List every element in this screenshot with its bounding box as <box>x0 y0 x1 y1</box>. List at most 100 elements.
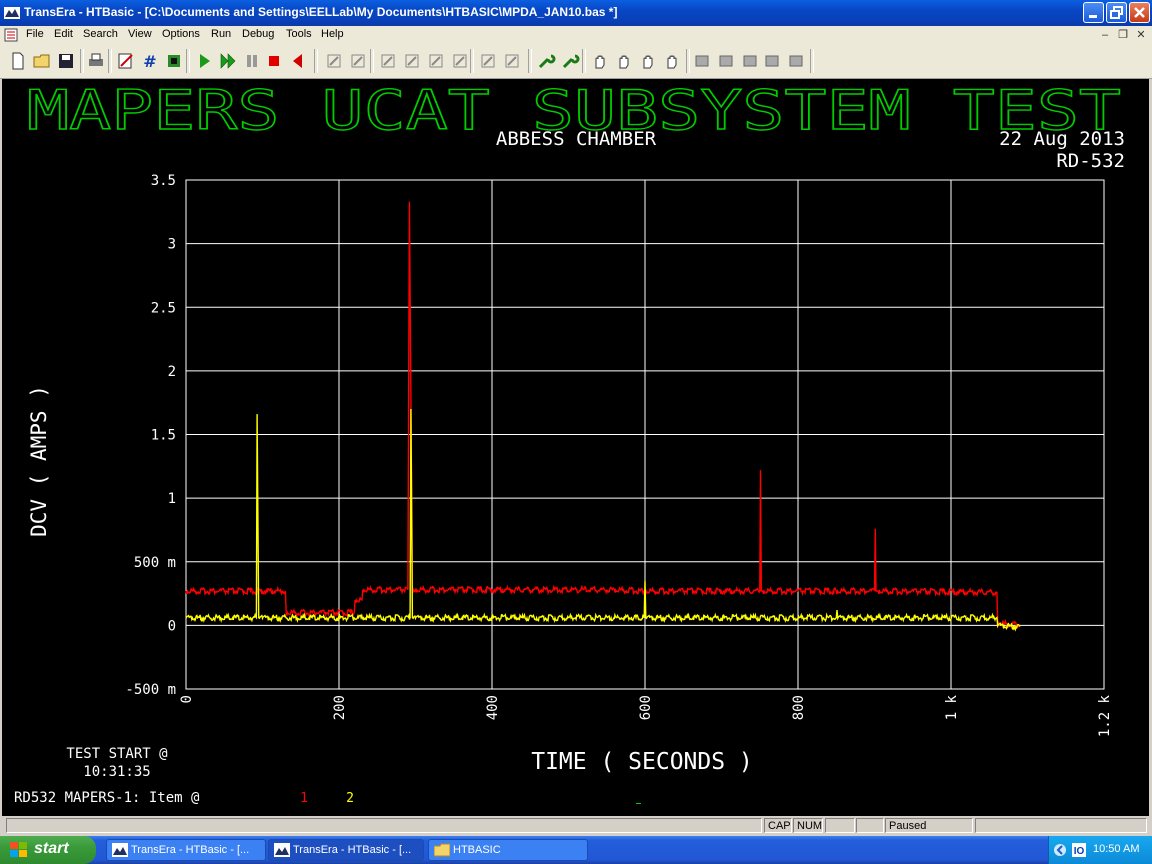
plot-series <box>186 202 1020 629</box>
check-a-icon[interactable] <box>478 51 498 71</box>
windows-logo-icon <box>10 842 28 858</box>
cursor-mark <box>636 803 641 804</box>
toolbar-separator <box>582 49 586 73</box>
toolbar-separator <box>528 49 532 73</box>
stop-icon[interactable] <box>264 51 284 71</box>
io-tray-icon[interactable]: IO <box>1071 842 1087 858</box>
close-button[interactable] <box>1129 2 1150 23</box>
y-tick-label: -500 m <box>125 682 176 698</box>
breakpoint-icon[interactable] <box>378 51 398 71</box>
y-tick-label: 500 m <box>134 555 176 571</box>
y-tick-label: 3 <box>168 237 176 253</box>
title-bar: TransEra - HTBasic - [C:\Documents and S… <box>0 0 1152 26</box>
svg-text:#: # <box>143 52 156 71</box>
document-icon[interactable] <box>3 27 19 43</box>
save-icon[interactable] <box>56 51 76 71</box>
task-htbasic-1[interactable]: TransEra - HTBasic - [... <box>106 839 266 861</box>
x-tick-label: 1 k <box>944 694 960 720</box>
hand-question-icon[interactable] <box>638 51 658 71</box>
menu-run[interactable]: Run <box>211 28 231 40</box>
task-htbasic-2[interactable]: TransEra - HTBasic - [... <box>268 839 424 861</box>
x-tick-label: 600 <box>638 695 654 720</box>
status-empty-c <box>975 818 1147 833</box>
task-label: HTBASIC <box>453 844 501 856</box>
restore-button[interactable] <box>1106 2 1127 23</box>
macro-d-icon[interactable] <box>762 51 782 71</box>
menu-bar: File Edit Search View Options Run Debug … <box>0 26 1152 44</box>
status-empty-b <box>856 818 884 833</box>
print-icon[interactable] <box>86 51 106 71</box>
status-empty-a <box>825 818 855 833</box>
macro-b-icon[interactable] <box>716 51 736 71</box>
macro-c-icon[interactable] <box>740 51 760 71</box>
run-icon[interactable] <box>194 51 214 71</box>
x-tick-label: 200 <box>332 695 348 720</box>
y-tick-label: 0 <box>168 618 176 634</box>
tool-c-icon[interactable] <box>450 51 470 71</box>
wrench-star-icon[interactable] <box>560 51 580 71</box>
tool-a-icon[interactable] <box>402 51 422 71</box>
tray-expand-icon[interactable] <box>1053 843 1067 857</box>
hash-icon[interactable]: # <box>140 51 160 71</box>
y-tick-labels: -500 m 0 500 m 1 1.5 2 2.5 3 3.5 <box>125 173 176 698</box>
series-1-line <box>186 202 1020 628</box>
chip-icon[interactable] <box>164 51 184 71</box>
window-title: TransEra - HTBasic - [C:\Documents and S… <box>24 5 617 19</box>
menu-debug[interactable]: Debug <box>242 28 274 40</box>
step-back-icon[interactable] <box>288 51 308 71</box>
pause-icon[interactable] <box>242 51 262 71</box>
x-tick-label: 0 <box>179 695 195 703</box>
new-file-icon[interactable] <box>8 51 28 71</box>
status-bar: CAP NUM Paused <box>0 816 1152 836</box>
htbasic-icon <box>112 843 128 857</box>
test-start-time: 10:31:35 <box>83 764 150 780</box>
continue-icon[interactable] <box>218 51 238 71</box>
menu-search[interactable]: Search <box>83 28 118 40</box>
graphics-screen: MAPERS UCAT SUBSYSTEM TEST ABBESS CHAMBE… <box>2 79 1149 816</box>
mdi-minimize-icon[interactable]: – <box>1098 28 1112 42</box>
legend-item-1: 1 <box>300 791 308 806</box>
item-label: RD532 MAPERS-1: Item @ <box>14 790 200 806</box>
find-replace-icon[interactable] <box>348 51 368 71</box>
edit-icon[interactable] <box>116 51 136 71</box>
mdi-restore-icon[interactable]: ❐ <box>1116 28 1130 42</box>
screen-unit: RD-532 <box>1056 150 1125 172</box>
check-b-icon[interactable] <box>502 51 522 71</box>
clock: 10:50 AM <box>1093 843 1139 855</box>
mdi-close-icon[interactable]: ✕ <box>1134 28 1148 42</box>
x-tick-labels: 0 200 400 600 800 1 k 1.2 k <box>179 694 1113 737</box>
hand-x-icon[interactable] <box>614 51 634 71</box>
status-message-panel <box>6 818 762 833</box>
hand-globe-icon[interactable] <box>662 51 682 71</box>
menu-tools[interactable]: Tools <box>286 28 312 40</box>
hand-icon[interactable] <box>590 51 610 71</box>
x-tick-label: 1.2 k <box>1097 694 1113 737</box>
htbasic-app-icon[interactable] <box>4 5 20 21</box>
toolbar-separator <box>686 49 690 73</box>
toolbar: # <box>0 44 1152 79</box>
y-tick-label: 3.5 <box>151 173 176 189</box>
x-tick-label: 800 <box>791 695 807 720</box>
menu-options[interactable]: Options <box>162 28 200 40</box>
menu-view[interactable]: View <box>128 28 152 40</box>
minimize-button[interactable] <box>1083 2 1104 23</box>
menu-help[interactable]: Help <box>321 28 344 40</box>
toolbar-separator <box>370 49 374 73</box>
menu-edit[interactable]: Edit <box>54 28 73 40</box>
tool-b-icon[interactable] <box>426 51 446 71</box>
macro-e-icon[interactable] <box>786 51 806 71</box>
y-tick-label: 2 <box>168 364 176 380</box>
macro-a-icon[interactable] <box>692 51 712 71</box>
toolbar-separator <box>470 49 474 73</box>
screen-subheading: ABBESS CHAMBER <box>496 128 657 150</box>
task-htbasic-folder[interactable]: HTBASIC <box>428 839 588 861</box>
x-axis-label: TIME ( SECONDS ) <box>531 749 753 775</box>
binoculars-icon[interactable] <box>324 51 344 71</box>
start-label: start <box>34 840 69 858</box>
menu-file[interactable]: File <box>26 28 44 40</box>
start-button[interactable]: start <box>0 836 96 864</box>
taskbar: start TransEra - HTBasic - [... TransEra… <box>0 836 1152 864</box>
wrench-icon[interactable] <box>536 51 556 71</box>
htbasic-icon <box>274 843 290 857</box>
open-folder-icon[interactable] <box>32 51 52 71</box>
